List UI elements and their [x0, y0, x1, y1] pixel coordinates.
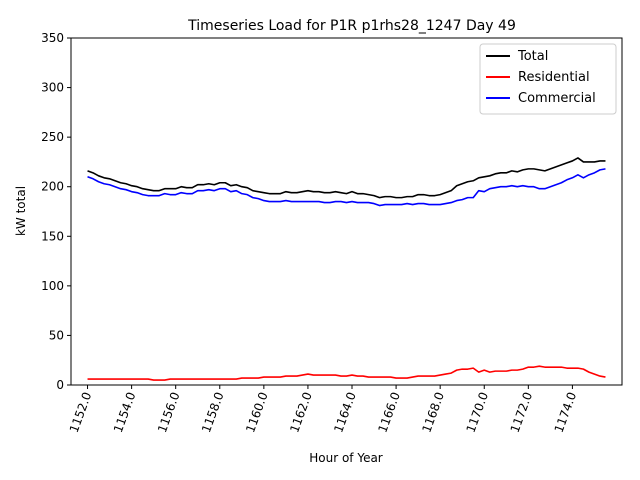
x-tick-label: 1162.0 — [287, 390, 315, 434]
x-tick-label: 1154.0 — [111, 390, 139, 434]
x-tick-label: 1174.0 — [552, 390, 580, 434]
axes-frame — [70, 37, 623, 386]
y-tick-label: 0 — [56, 378, 64, 392]
chart-title: Timeseries Load for P1R p1rhs28_1247 Day… — [187, 18, 516, 34]
y-tick-label: 50 — [49, 328, 64, 342]
x-tick-label: 1168.0 — [419, 390, 447, 434]
x-axis-label: Hour of Year — [309, 451, 383, 465]
series-line-commercial — [87, 168, 606, 207]
legend-label-commercial: Commercial — [518, 91, 596, 106]
legend-label-total: Total — [517, 49, 548, 64]
legend: Total Residential Commercial — [479, 43, 617, 115]
x-tick-label: 1156.0 — [155, 390, 183, 434]
series-line-total — [87, 157, 606, 199]
y-tick-label: 150 — [41, 229, 64, 243]
y-tick-label: 350 — [41, 31, 64, 45]
x-tick-label: 1152.0 — [67, 390, 95, 434]
x-tick-label: 1158.0 — [199, 390, 227, 434]
y-tick-label: 200 — [41, 180, 64, 194]
x-tick-label: 1172.0 — [508, 390, 536, 434]
y-axis-label: kW total — [14, 186, 28, 236]
x-tick-label: 1166.0 — [375, 390, 403, 434]
series-line-residential — [87, 365, 606, 381]
y-tick-label: 250 — [41, 130, 64, 144]
x-tick-label: 1160.0 — [243, 390, 271, 434]
x-tick-label: 1170.0 — [464, 390, 492, 434]
y-tick-label: 100 — [41, 279, 64, 293]
y-tick-label: 300 — [41, 81, 64, 95]
x-tick-label: 1164.0 — [331, 390, 359, 434]
legend-box — [479, 43, 617, 115]
legend-label-residential: Residential — [518, 70, 590, 85]
